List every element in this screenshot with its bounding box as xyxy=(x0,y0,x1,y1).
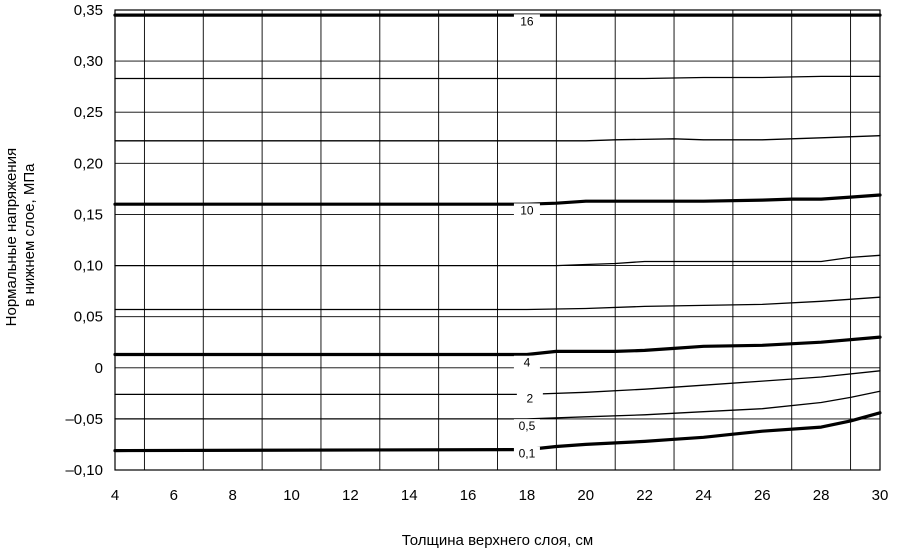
y-tick-label: –0,05 xyxy=(65,411,103,428)
x-tick-label: 20 xyxy=(577,487,594,504)
x-tick-label: 8 xyxy=(229,487,237,504)
y-tick-label: 0,15 xyxy=(74,206,103,223)
series-line xyxy=(114,296,881,311)
curve-label: 10 xyxy=(520,203,534,217)
y-tick-label: 0,25 xyxy=(74,104,103,121)
y-tick-label: 0,05 xyxy=(74,309,103,326)
y-tick-labels: –0,10 –0,05 0 0,05 0,10 0,15 0,20 0,25 0,30 0,35 xyxy=(65,2,103,479)
x-tick-label: 18 xyxy=(519,487,536,504)
curve-label-background xyxy=(513,203,540,217)
x-tick-label: 10 xyxy=(283,487,300,504)
x-tick-label: 22 xyxy=(636,487,653,504)
series-line xyxy=(114,254,881,267)
curve-label: 0,5 xyxy=(519,419,536,433)
y-tick-label: –0,10 xyxy=(65,462,103,479)
curve-label-background xyxy=(513,419,540,433)
curve-label: 16 xyxy=(520,14,534,28)
series-line xyxy=(114,390,881,420)
x-tick-labels: 4 6 8 10 12 14 16 18 20 22 24 26 28 30 xyxy=(111,487,889,504)
curve-labels: 16 10 4 2 0,5 0,1 xyxy=(513,14,543,461)
x-tick-label: 26 xyxy=(754,487,771,504)
series-line xyxy=(114,135,881,142)
y-axis-title-line-1: Нормальные напряжения xyxy=(3,148,20,327)
y-tick-label: 0,10 xyxy=(74,258,103,275)
series-line xyxy=(113,193,882,206)
x-tick-label: 28 xyxy=(813,487,830,504)
series-line xyxy=(114,75,881,80)
x-tick-label: 24 xyxy=(695,487,712,504)
y-axis-title-line-2: в нижнем слое, МПа xyxy=(21,163,38,307)
curve-label: 4 xyxy=(524,356,531,370)
x-tick-label: 4 xyxy=(111,487,119,504)
curve-label-background xyxy=(513,14,540,28)
curve-label: 2 xyxy=(527,392,534,406)
series-line xyxy=(113,411,882,453)
y-tick-label: 0 xyxy=(95,360,103,377)
y-axis-title: Нормальные напряжения в нижнем слое, МПа xyxy=(3,144,38,327)
curve-label: 0,1 xyxy=(519,447,536,461)
plot-frame xyxy=(114,9,881,471)
y-tick-label: 0,35 xyxy=(74,2,103,19)
x-tick-label: 12 xyxy=(342,487,359,504)
x-axis-title: Толщина верхнего слоя, см xyxy=(402,532,593,549)
y-tick-label: 0,30 xyxy=(74,53,103,70)
x-tick-label: 16 xyxy=(460,487,477,504)
curve-label-background xyxy=(513,355,540,369)
curve-label-background xyxy=(516,391,543,405)
x-tick-label: 30 xyxy=(872,487,889,504)
curve-label-background xyxy=(513,446,540,460)
x-tick-label: 6 xyxy=(170,487,178,504)
y-tick-label: 0,20 xyxy=(74,155,103,172)
x-tick-label: 14 xyxy=(401,487,418,504)
series-line xyxy=(113,335,882,357)
